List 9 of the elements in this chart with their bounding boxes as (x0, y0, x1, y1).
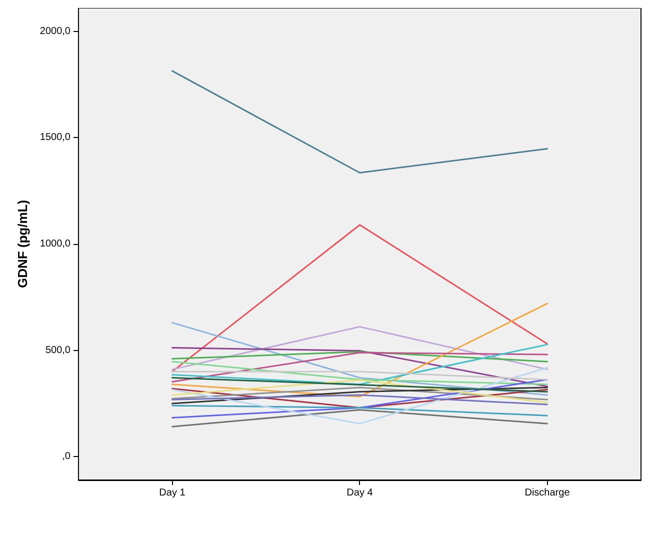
y-tick-label: 500,0 (45, 344, 71, 356)
y-tick-label: ,0 (62, 451, 71, 462)
x-tick-label: Discharge (524, 488, 570, 498)
y-tick-label: 1000,0 (40, 238, 71, 250)
y-axis-title: GDNF (pg/mL) (15, 200, 30, 288)
x-tick-label: Day 1 (159, 488, 186, 498)
y-tick-label: 1500,0 (40, 132, 71, 144)
x-tick-label: Day 4 (346, 488, 374, 498)
y-tick-label: 2000,0 (40, 26, 71, 37)
